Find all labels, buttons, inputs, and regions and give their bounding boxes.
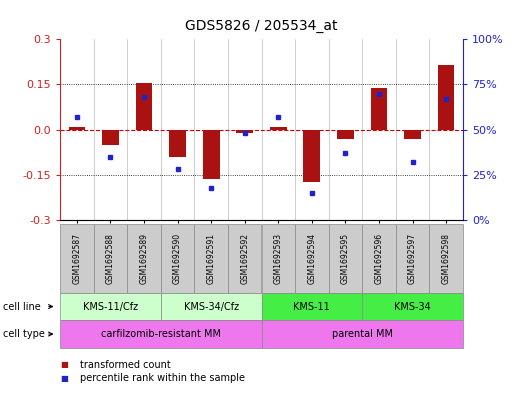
Text: GSM1692597: GSM1692597: [408, 233, 417, 284]
Text: GSM1692592: GSM1692592: [240, 233, 249, 284]
Text: parental MM: parental MM: [332, 329, 393, 339]
Bar: [371, 88, 388, 130]
Bar: [236, 130, 253, 133]
Text: GDS5826 / 205534_at: GDS5826 / 205534_at: [185, 18, 338, 33]
Bar: [438, 65, 454, 130]
Text: KMS-11/Cfz: KMS-11/Cfz: [83, 301, 138, 312]
Text: carfilzomib-resistant MM: carfilzomib-resistant MM: [101, 329, 221, 339]
Bar: [169, 130, 186, 157]
Text: percentile rank within the sample: percentile rank within the sample: [80, 373, 245, 383]
Text: GSM1692595: GSM1692595: [341, 233, 350, 284]
Text: ■: ■: [60, 374, 68, 382]
Text: GSM1692589: GSM1692589: [140, 233, 149, 284]
Text: GSM1692596: GSM1692596: [374, 233, 383, 284]
Text: GSM1692594: GSM1692594: [308, 233, 316, 284]
Bar: [270, 127, 287, 130]
Text: KMS-34: KMS-34: [394, 301, 431, 312]
Text: KMS-34/Cfz: KMS-34/Cfz: [184, 301, 238, 312]
Bar: [102, 130, 119, 145]
Text: ■: ■: [60, 360, 68, 369]
Text: GSM1692593: GSM1692593: [274, 233, 283, 284]
Text: GSM1692598: GSM1692598: [441, 233, 451, 284]
Bar: [69, 127, 85, 130]
Text: cell line: cell line: [3, 301, 40, 312]
Text: GSM1692587: GSM1692587: [72, 233, 82, 284]
Bar: [337, 130, 354, 139]
Text: GSM1692590: GSM1692590: [173, 233, 182, 284]
Text: transformed count: transformed count: [80, 360, 171, 370]
Text: cell type: cell type: [3, 329, 44, 339]
Bar: [404, 130, 421, 139]
Text: GSM1692588: GSM1692588: [106, 233, 115, 284]
Text: GSM1692591: GSM1692591: [207, 233, 215, 284]
Bar: [135, 83, 152, 130]
Bar: [203, 130, 220, 179]
Bar: [303, 130, 320, 182]
Text: KMS-11: KMS-11: [293, 301, 330, 312]
